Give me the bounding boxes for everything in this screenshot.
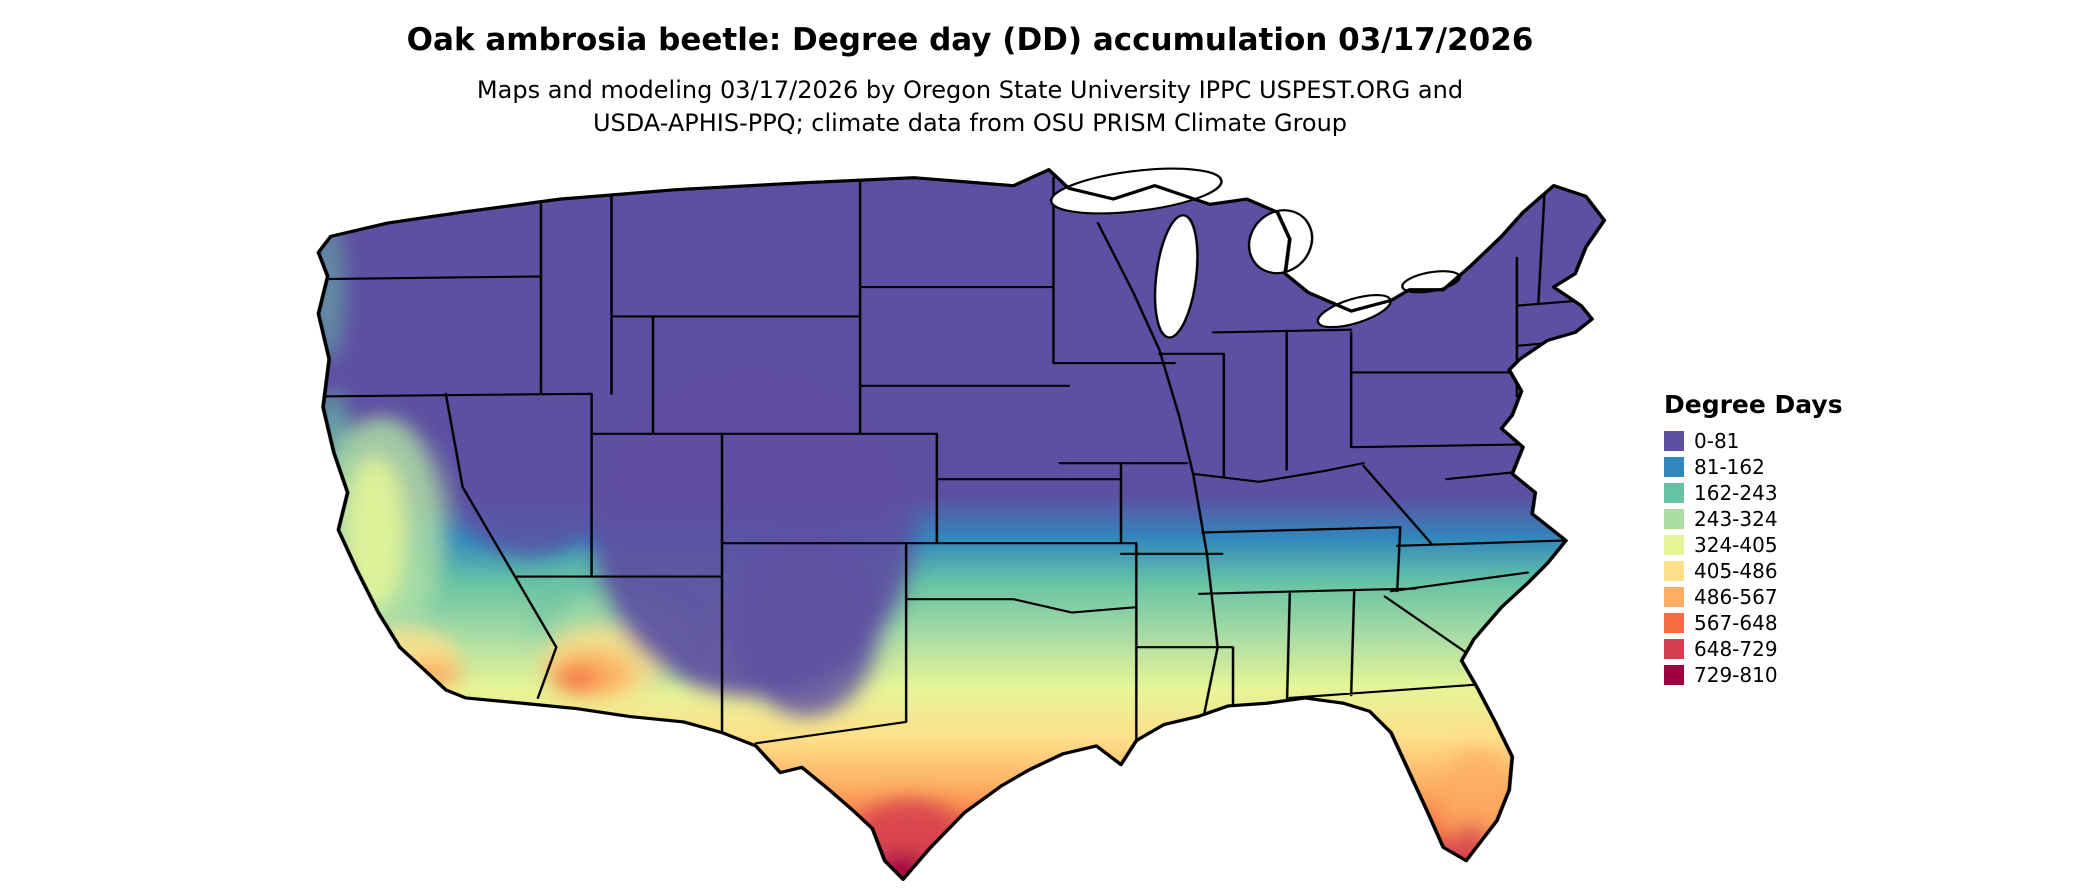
legend-range-label: 648-729 bbox=[1694, 637, 1778, 661]
state-boundary-lines bbox=[318, 176, 1583, 748]
legend-swatch bbox=[1664, 509, 1684, 529]
legend-swatch bbox=[1664, 431, 1684, 451]
lake-michigan bbox=[1153, 214, 1199, 339]
legend: Degree Days 0-81 81-162 162-243 243-324 324-… bbox=[1664, 390, 1843, 688]
legend-range-label: 729-810 bbox=[1694, 663, 1778, 687]
legend-item: 0-81 bbox=[1664, 428, 1843, 454]
legend-item: 243-324 bbox=[1664, 506, 1843, 532]
map-header: Oak ambrosia beetle: Degree day (DD) acc… bbox=[0, 22, 1940, 140]
legend-swatch bbox=[1664, 535, 1684, 555]
overlay-nevada-purple bbox=[450, 401, 610, 557]
legend-swatch bbox=[1664, 639, 1684, 659]
legend-swatch bbox=[1664, 483, 1684, 503]
subtitle-line-1: Maps and modeling 03/17/2026 by Oregon S… bbox=[476, 76, 1464, 104]
legend-range-label: 243-324 bbox=[1694, 507, 1778, 531]
us-raster-fill bbox=[318, 169, 1605, 880]
legend-range-label: 405-486 bbox=[1694, 559, 1778, 583]
legend-item: 648-729 bbox=[1664, 636, 1843, 662]
map-title: Oak ambrosia beetle: Degree day (DD) acc… bbox=[406, 22, 1534, 58]
legend-swatch bbox=[1664, 457, 1684, 477]
overlay-south-texas-darkred bbox=[876, 853, 927, 880]
legend-item: 162-243 bbox=[1664, 480, 1843, 506]
legend-swatch bbox=[1664, 665, 1684, 685]
legend-range-label: 0-81 bbox=[1694, 429, 1740, 453]
legend-range-label: 162-243 bbox=[1694, 481, 1778, 505]
legend-range-label: 567-648 bbox=[1694, 611, 1778, 635]
lake-huron bbox=[1247, 209, 1314, 275]
overlay-arizona-deep-orange bbox=[556, 667, 600, 692]
regional-color-overlays bbox=[318, 216, 1514, 880]
legend-item: 405-486 bbox=[1664, 558, 1843, 584]
overlay-ca-valley-yellow bbox=[344, 455, 406, 610]
legend-swatch bbox=[1664, 561, 1684, 581]
legend-item: 729-810 bbox=[1664, 662, 1843, 688]
overlay-new-mexico-purple bbox=[732, 529, 881, 717]
us-degree-day-map bbox=[300, 163, 1635, 890]
legend-swatch bbox=[1664, 613, 1684, 633]
legend-item: 81-162 bbox=[1664, 454, 1843, 480]
great-lakes bbox=[1049, 167, 1461, 339]
map-subtitle: Maps and modeling 03/17/2026 by Oregon S… bbox=[0, 74, 1940, 140]
legend-item: 567-648 bbox=[1664, 610, 1843, 636]
legend-range-label: 486-567 bbox=[1694, 585, 1778, 609]
legend-range-label: 324-405 bbox=[1694, 533, 1778, 557]
legend-item: 486-567 bbox=[1664, 584, 1843, 610]
legend-items: 0-81 81-162 162-243 243-324 324-405 405-486 48… bbox=[1664, 428, 1843, 688]
legend-swatch bbox=[1664, 587, 1684, 607]
legend-title: Degree Days bbox=[1664, 390, 1843, 419]
legend-item: 324-405 bbox=[1664, 532, 1843, 558]
state-boundaries bbox=[318, 176, 1583, 748]
overlay-south-florida-red bbox=[1450, 823, 1491, 872]
legend-range-label: 81-162 bbox=[1694, 455, 1765, 479]
subtitle-line-2: USDA-APHIS-PPQ; climate data from OSU PR… bbox=[592, 109, 1348, 138]
us-map-svg bbox=[316, 167, 1607, 881]
us-outline bbox=[316, 168, 1607, 881]
